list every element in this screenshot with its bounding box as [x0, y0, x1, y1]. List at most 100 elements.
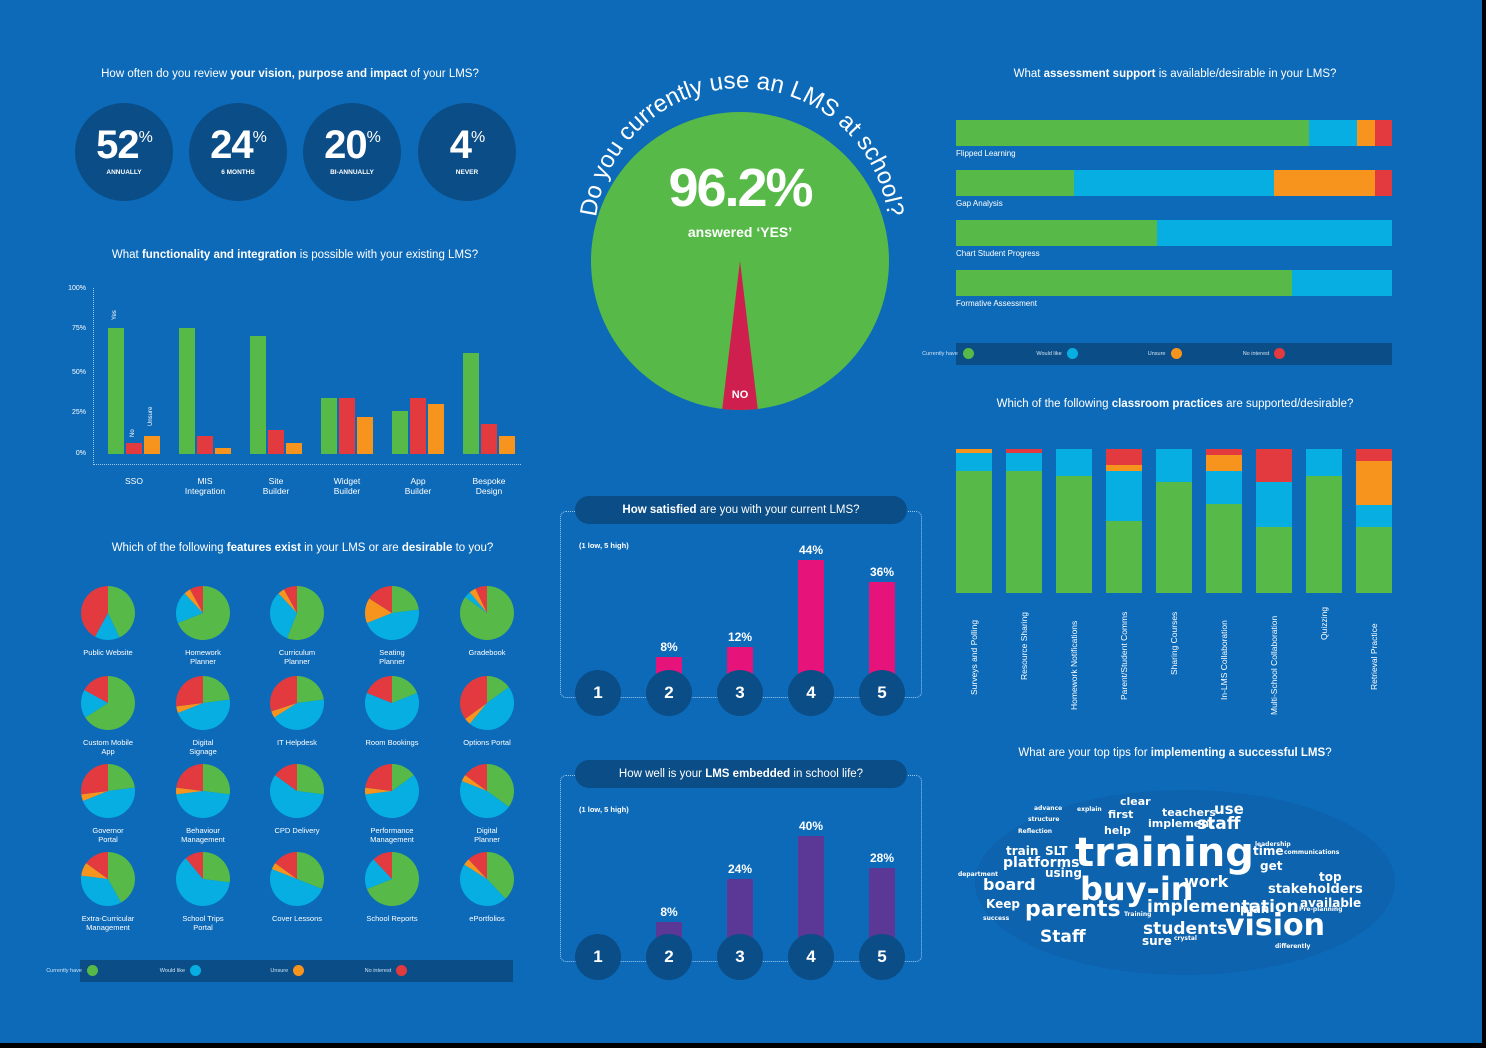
assessment-segment-would-like — [1309, 120, 1358, 146]
rating-bar — [798, 835, 824, 943]
pie-slice-would-like — [176, 791, 230, 818]
features-title: Which of the following features exist in… — [40, 542, 565, 554]
pie-slice-no-interest — [373, 852, 392, 879]
functionality-title: What functionality and integration is po… — [40, 249, 550, 261]
pie-slice-would-like — [274, 699, 324, 730]
pie-slice-would-like — [465, 592, 487, 613]
rating-circle: 1 — [575, 934, 621, 980]
rating-circle: 3 — [717, 670, 763, 716]
cloud-word: vision — [1225, 908, 1325, 943]
rating-pct: 8% — [660, 640, 678, 655]
pie-slice-no-interest — [475, 586, 487, 613]
vision-title-pre: How often do you review — [101, 68, 231, 80]
pie-slice-would-like — [365, 859, 392, 889]
y-tick-label: 25% — [71, 409, 86, 416]
legend-label: Would like — [159, 968, 186, 974]
feature-pie — [81, 586, 135, 640]
pie-slice-no-interest — [176, 764, 203, 791]
series-label: Unsure — [148, 406, 154, 426]
pie-slice-unsure — [461, 775, 487, 791]
stat-value: 4% — [418, 123, 516, 168]
feature-pie-label: Custom Mobile App — [82, 738, 134, 756]
pie-slice-no-interest — [468, 852, 487, 879]
practice-label: Surveys and Polling — [969, 619, 979, 695]
feature-pie-label: School Reports — [366, 914, 418, 923]
pie-slice-unsure — [365, 787, 392, 795]
assessment-title-pre: What — [1013, 68, 1044, 80]
bar-unsure — [215, 447, 231, 454]
cloud-word: differently — [1275, 943, 1311, 950]
pie-slice-no-interest — [84, 676, 108, 703]
legend-label: Would like — [1036, 351, 1062, 357]
feature-pie-label: Public Website — [83, 648, 133, 657]
word-cloud-backdrop — [975, 790, 1395, 975]
rating-circle: 5 — [859, 670, 905, 716]
assessment-segment-currently-have — [956, 220, 1157, 246]
pie-slice-would-like — [365, 693, 419, 730]
feature-pie — [176, 852, 230, 906]
category-label: MIS Integration — [184, 476, 226, 496]
practice-segment-currently-have — [1156, 482, 1192, 593]
legend-dot — [962, 348, 974, 359]
practice-label: Homework Notifications — [1069, 620, 1079, 710]
bar-yes — [463, 353, 479, 454]
practices-title-pre: Which of the following — [996, 398, 1112, 410]
assessment-segment-currently-have — [956, 270, 1292, 296]
feature-pie — [270, 586, 324, 640]
stat-value: 52% — [75, 123, 173, 168]
rating-circle: 2 — [646, 670, 692, 716]
cloud-word: available — [1300, 896, 1362, 910]
stat-circle: 52% ANNUALLY — [75, 103, 173, 201]
feature-pie — [460, 676, 514, 730]
practice-segment-would-like — [1156, 449, 1192, 483]
legend-dot — [86, 965, 98, 976]
pie-slice-unsure — [176, 703, 203, 713]
rating-pct: 12% — [727, 629, 753, 644]
vision-title: How often do you review your vision, pur… — [40, 68, 540, 80]
stat-unit: % — [252, 129, 267, 146]
pie-slice-no-interest — [270, 676, 297, 712]
practices-title-bold: classroom practices — [1111, 398, 1223, 410]
bar-unsure — [286, 442, 302, 454]
cloud-word: parents — [1025, 897, 1121, 922]
scale-note: (1 low, 5 high) — [579, 541, 629, 550]
practice-segment-would-like — [1306, 449, 1342, 477]
feature-pie — [460, 852, 514, 906]
stat-number: 20 — [324, 123, 367, 167]
pie-slice-currently-have — [108, 586, 135, 638]
feature-pie — [270, 852, 324, 906]
pie-slice-unsure — [81, 863, 108, 879]
practice-label: Sharing Courses — [1169, 611, 1179, 675]
assessment-label: Flipped Learning — [956, 149, 1016, 158]
stat-circle: 24% 6 MONTHS — [189, 103, 287, 201]
cloud-word: stakeholders — [1268, 882, 1363, 897]
legend-dot — [1170, 348, 1182, 359]
practice-label: Multi-School Collaboration — [1269, 615, 1279, 715]
pie-slice-no-interest — [275, 764, 297, 791]
vision-title-post: of your LMS? — [407, 68, 479, 80]
feature-pie — [81, 852, 135, 906]
pie-slice-currently-have — [392, 676, 418, 703]
pie-slice-currently-have — [297, 852, 324, 889]
tips-title-pre: What are your top tips for — [1018, 747, 1151, 759]
y-tick-label: 50% — [71, 369, 86, 376]
pie-slice-currently-have — [392, 764, 414, 791]
cloud-word: teachers — [1162, 806, 1216, 819]
cloud-word: SLT — [1045, 844, 1068, 858]
assessment-segment-no-interest — [1374, 120, 1392, 146]
title-part: are you with your current LMS? — [696, 504, 860, 516]
pie-slice-currently-have — [297, 676, 324, 703]
feature-pie-label: Digital Signage — [189, 738, 217, 756]
feature-pie — [270, 676, 324, 730]
pie-slice-currently-have — [487, 852, 514, 899]
practice-segment-would-like — [1256, 482, 1292, 527]
rating-pct: 36% — [869, 564, 895, 579]
feature-pie — [176, 676, 230, 730]
stat-label: NEVER — [455, 169, 479, 176]
practice-segment-would-like — [1206, 470, 1242, 504]
feature-pie — [176, 586, 230, 640]
rating-title: How satisfied are you with your current … — [575, 496, 907, 524]
cloud-word: advance — [1034, 805, 1063, 812]
rating-bar — [869, 581, 895, 679]
